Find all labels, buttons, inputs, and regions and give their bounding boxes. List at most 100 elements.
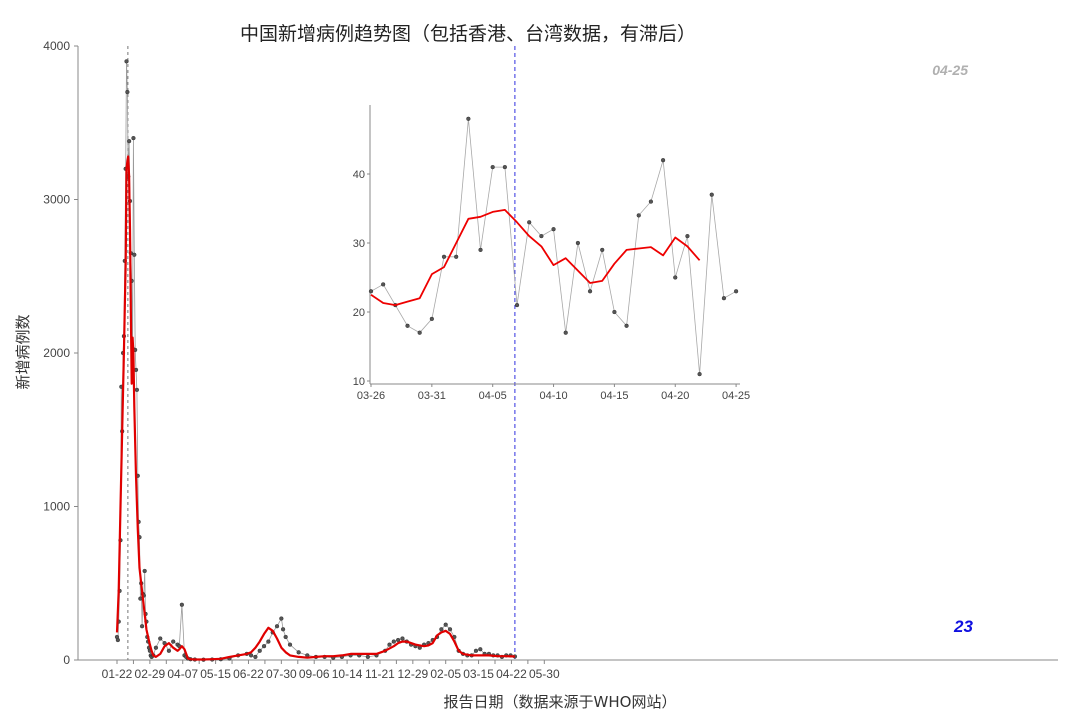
inset-x-tick-label: 04-25	[722, 390, 750, 402]
inset-series-daily-point	[429, 316, 434, 321]
series-daily-point	[125, 89, 130, 95]
inset-series-daily-point	[697, 372, 702, 377]
series-daily-line	[116, 61, 515, 661]
inset-series-daily-point	[575, 240, 580, 246]
y-tick-label: 4000	[43, 39, 70, 53]
inset-series-daily-point	[648, 199, 654, 204]
series-daily-point	[280, 627, 286, 632]
series-smoothed-line	[115, 155, 515, 661]
x-tick-label: 01-22	[102, 667, 133, 681]
inset-series-daily-point	[600, 247, 605, 252]
x-tick-label: 05-30	[529, 667, 560, 681]
x-tick-label: 03-15	[463, 667, 494, 681]
series-daily-point	[396, 637, 401, 643]
x-tick-label: 02-29	[135, 667, 166, 681]
series-daily-point	[473, 648, 479, 653]
inset-x-tick-label: 04-15	[600, 390, 628, 402]
series-daily-point	[296, 650, 301, 655]
x-tick-label: 04-07	[167, 667, 198, 681]
series-daily-point	[439, 627, 444, 632]
series-daily-point	[179, 602, 184, 607]
series-daily-point	[261, 644, 267, 649]
x-tick-label: 02-05	[430, 667, 461, 681]
series-daily-point	[387, 642, 392, 647]
inset-series-daily-point	[624, 323, 629, 328]
series-daily-point	[400, 636, 405, 641]
series-daily-point	[127, 139, 132, 144]
x-axis-label: 报告日期（数据来源于WHO网站）	[444, 693, 677, 711]
inset-series-daily-point	[685, 234, 690, 239]
series-daily-point	[158, 636, 163, 641]
inset-series-daily-point	[539, 234, 544, 239]
inset-y-tick-label: 10	[353, 376, 365, 388]
inset-series-daily-point	[368, 289, 374, 294]
inset-series-daily-point	[381, 282, 386, 287]
inset-series-daily-point	[454, 254, 459, 259]
inset-series-daily-point	[405, 323, 410, 328]
inset-y-tick-label: 40	[353, 169, 365, 181]
series-daily-point	[132, 252, 137, 257]
last-value-annotation: 23	[953, 617, 973, 636]
inset-series-daily-point	[721, 296, 727, 301]
series-daily-point	[279, 616, 284, 621]
x-tick-label: 11-21	[365, 667, 395, 681]
series-daily-point	[142, 568, 147, 574]
inset-x-tick-label: 04-10	[539, 390, 567, 402]
inset-y-tick-label: 20	[353, 307, 365, 319]
series-daily-point	[274, 624, 280, 629]
series-daily-point	[391, 639, 396, 644]
x-tick-label: 04-22	[496, 667, 527, 681]
x-tick-label: 07-30	[266, 667, 297, 681]
inset-series-daily-point	[612, 309, 617, 315]
inset-x-tick-label: 04-05	[479, 390, 507, 402]
series-daily-point	[443, 622, 448, 627]
series-daily-point	[134, 387, 139, 392]
series-daily-point	[478, 647, 483, 652]
inset-x-tick-label: 04-20	[661, 390, 689, 402]
inset-plot: 10 20 30 40 03-26 03-31 04-05 04-10 04-15 04-20 04…	[353, 105, 750, 402]
vline-date-annotation: 04-25	[932, 62, 968, 78]
inset-series-daily-point	[587, 289, 593, 294]
series-daily-point	[124, 59, 129, 64]
inset-series-daily-point	[527, 220, 532, 225]
series-daily-point	[139, 624, 145, 629]
inset-series-daily-point	[551, 227, 556, 232]
x-tick-label: 10-14	[332, 667, 363, 681]
series-daily-point	[283, 634, 288, 640]
series-daily-point	[166, 648, 171, 653]
series-daily-point	[287, 642, 293, 647]
inset-series-smoothed-line	[370, 208, 701, 307]
inset-series-daily-point	[502, 165, 507, 170]
chart-title: 中国新增病例趋势图（包括香港、台湾数据，有滞后）	[240, 23, 696, 45]
inset-x-tick-label: 03-26	[357, 390, 385, 402]
inset-series-daily-point	[733, 289, 739, 294]
series-daily-point	[115, 637, 120, 643]
inset-series-daily-point	[563, 330, 568, 335]
x-tick-label: 05-15	[200, 667, 231, 681]
inset-series-daily-point	[636, 213, 641, 218]
y-tick-label: 3000	[43, 193, 70, 207]
inset-series-daily-point	[490, 165, 495, 170]
inset-y-tick-label: 30	[353, 238, 365, 250]
inset-series-daily-point	[709, 192, 714, 197]
inset-series-daily-point	[514, 303, 520, 308]
main-plot: 0 1000 2000 3000 4000 01-22 02-29 04-07 05-15 06-…	[43, 39, 1058, 681]
y-tick-label: 2000	[43, 346, 70, 360]
y-axis-label: 新增病例数	[14, 314, 32, 389]
inset-series-daily-point	[660, 158, 666, 163]
series-daily-point	[248, 653, 254, 658]
series-daily-point	[447, 627, 453, 632]
inset-series-daily-point	[673, 275, 678, 280]
series-daily-point	[131, 136, 136, 141]
inset-series-daily-point	[417, 330, 422, 335]
series-daily-point	[171, 639, 176, 644]
x-tick-label: 09-06	[299, 667, 330, 681]
inset-series-daily-line	[370, 118, 737, 375]
inset-series-daily-point	[466, 116, 471, 121]
series-daily-point	[266, 639, 271, 644]
series-daily-point	[365, 654, 370, 660]
inset-x-tick-label: 03-31	[418, 390, 446, 402]
inset-series-daily-point	[478, 247, 483, 252]
